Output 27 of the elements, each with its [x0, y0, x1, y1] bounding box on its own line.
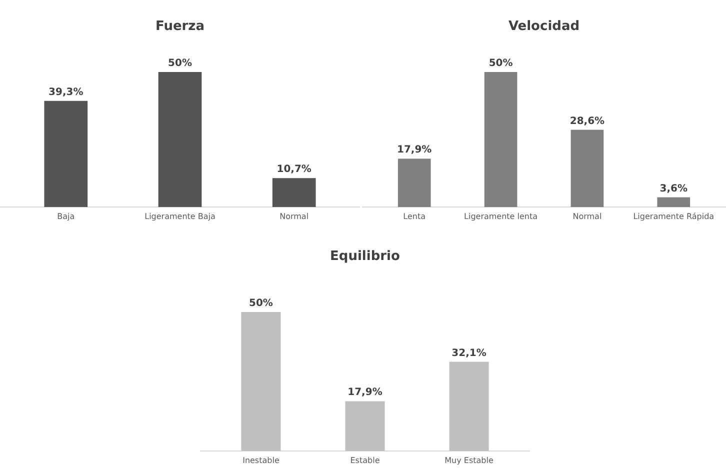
- chart-title: Equilibrio: [330, 249, 400, 264]
- data-label: 50%: [488, 58, 513, 69]
- data-label: 28,6%: [570, 116, 605, 127]
- x-tick-label: Muy Estable: [444, 456, 494, 465]
- data-label: 32,1%: [452, 348, 486, 359]
- x-tick-label: Lenta: [403, 212, 426, 221]
- bar: [570, 130, 604, 207]
- bar: [657, 197, 690, 207]
- bar: [484, 72, 518, 207]
- x-tick-label: Ligeramente lenta: [464, 212, 538, 221]
- data-label: 17,9%: [348, 387, 382, 398]
- x-tick-label: Ligeramente Rápida: [633, 212, 714, 221]
- data-label: 10,7%: [276, 164, 312, 176]
- chart-title: Velocidad: [508, 19, 580, 34]
- bar: [398, 158, 431, 207]
- data-label: 50%: [249, 298, 273, 309]
- data-label: 17,9%: [397, 144, 432, 156]
- data-label: 3,6%: [660, 183, 688, 194]
- data-label: 39,3%: [48, 86, 84, 98]
- x-tick-label: Normal: [572, 212, 602, 221]
- x-tick-label: Estable: [350, 456, 380, 465]
- x-tick-label: Normal: [280, 212, 309, 221]
- x-tick-label: Ligeramente Baja: [144, 212, 216, 221]
- x-tick-label: Baja: [57, 212, 75, 221]
- x-tick-label: Inestable: [242, 456, 280, 465]
- data-label: 50%: [168, 58, 192, 69]
- chart-title: Fuerza: [155, 19, 205, 34]
